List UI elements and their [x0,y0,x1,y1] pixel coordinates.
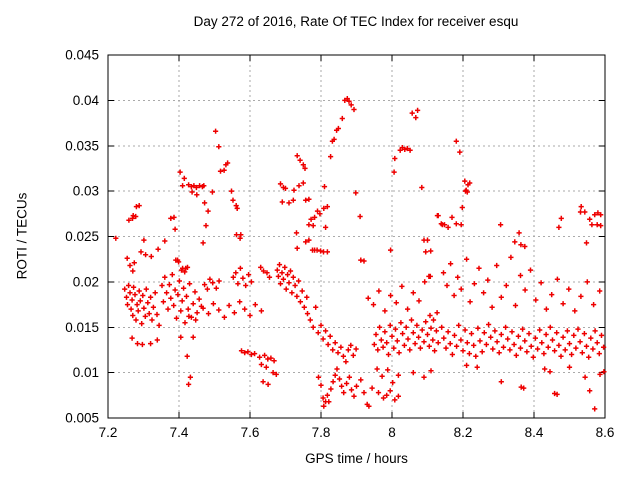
svg-text:0.005: 0.005 [65,411,99,426]
svg-text:7.2: 7.2 [99,425,118,440]
svg-text:0.03: 0.03 [73,184,99,199]
svg-text:7.8: 7.8 [312,425,331,440]
data-points [113,96,607,412]
axis-ticks [107,54,606,419]
svg-text:8.4: 8.4 [525,425,544,440]
svg-text:8: 8 [388,425,396,440]
svg-text:0.035: 0.035 [65,138,99,153]
svg-text:0.025: 0.025 [65,229,99,244]
grid-lines [108,55,605,418]
svg-text:7.4: 7.4 [170,425,189,440]
svg-text:8.2: 8.2 [454,425,473,440]
svg-text:0.04: 0.04 [73,93,100,108]
chart-title: Day 272 of 2016, Rate Of TEC Index for r… [193,14,519,29]
svg-text:7.6: 7.6 [241,425,260,440]
svg-text:0.045: 0.045 [65,48,99,63]
y-tick-labels: 0.005 0.01 0.015 0.02 0.025 0.03 0.035 0.04 0.04… [65,48,99,426]
svg-text:0.01: 0.01 [73,365,99,380]
x-tick-labels: 7.2 7.4 7.6 7.8 8 8.2 8.4 8.6 [99,425,615,440]
svg-text:8.6: 8.6 [596,425,615,440]
svg-text:0.02: 0.02 [73,274,99,289]
x-axis-label: GPS time / hours [305,451,408,466]
svg-text:0.015: 0.015 [65,320,99,335]
